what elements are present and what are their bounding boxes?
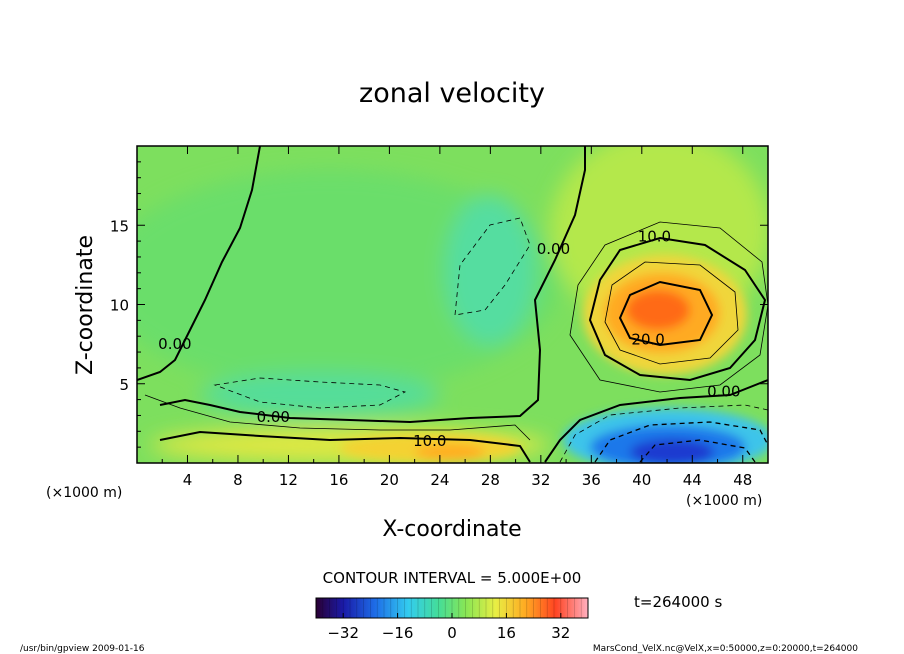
x-tick-label: 24 bbox=[430, 471, 449, 489]
contour-neg-surface-outer bbox=[559, 404, 768, 463]
heatmap-field bbox=[137, 146, 768, 463]
y-tick-label: 15 bbox=[110, 217, 129, 235]
contour-five-surface bbox=[144, 394, 531, 441]
x-axis: 4 8 12 16 20 24 28 32 36 40 44 48 bbox=[161, 146, 752, 489]
x-tick-label: 44 bbox=[683, 471, 702, 489]
contour-zero-right bbox=[544, 379, 768, 463]
y-axis-label: Z-coordinate bbox=[73, 235, 98, 375]
field-jet-core bbox=[626, 290, 690, 330]
x-tick-label: 40 bbox=[632, 471, 651, 489]
contour-fifteen-jet bbox=[604, 261, 739, 365]
contour-label: 20.0 bbox=[631, 330, 664, 348]
contour-label: 0.00 bbox=[707, 383, 740, 401]
colorbar-tick-label: −16 bbox=[382, 624, 414, 642]
x-units-left: (×1000 m) bbox=[46, 485, 122, 501]
chart-title: zonal velocity bbox=[359, 78, 545, 109]
x-tick-label: 8 bbox=[233, 471, 243, 489]
x-tick-label: 28 bbox=[481, 471, 500, 489]
contour-neg-surface-core bbox=[639, 439, 756, 463]
colorbar-segments bbox=[315, 598, 589, 618]
contour-neg-layer bbox=[213, 377, 407, 409]
x-tick-label: 36 bbox=[582, 471, 601, 489]
contour-label: 10.0 bbox=[638, 227, 671, 245]
y-tick-label: 10 bbox=[110, 297, 129, 315]
contour-label: 10.0 bbox=[413, 432, 446, 450]
contour-label: 0.00 bbox=[257, 408, 290, 426]
contour-five-jet bbox=[569, 221, 768, 393]
x-tick-label: 20 bbox=[380, 471, 399, 489]
contour-label: 0.00 bbox=[158, 335, 191, 353]
contour-ten-surface bbox=[159, 430, 531, 463]
contour-neg-tongue bbox=[454, 217, 531, 316]
x-tick-label: 12 bbox=[279, 471, 298, 489]
field-neg-core bbox=[630, 439, 714, 463]
contour-twenty-jet bbox=[618, 280, 714, 347]
contour-zero-left bbox=[137, 146, 261, 381]
y-axis: 5 10 15 bbox=[110, 161, 768, 448]
field-cyan-tongue bbox=[445, 195, 535, 345]
time-label: t=264000 s bbox=[634, 593, 722, 611]
y-tick-label: 5 bbox=[119, 376, 129, 394]
x-axis-label: X-coordinate bbox=[382, 517, 521, 542]
field-cyan-layer bbox=[200, 373, 440, 417]
contour-zero-lower bbox=[159, 146, 586, 424]
field-surface-orange bbox=[415, 444, 485, 460]
contour-label: 0.00 bbox=[537, 240, 570, 258]
x-tick-label: 16 bbox=[329, 471, 348, 489]
colorbar-tick-label: −32 bbox=[327, 624, 359, 642]
colorbar-tick-label: 32 bbox=[551, 624, 570, 642]
colorbar-tick-label: 16 bbox=[497, 624, 516, 642]
x-tick-label: 4 bbox=[183, 471, 193, 489]
x-units-right: (×1000 m) bbox=[686, 493, 762, 509]
contour-interval: CONTOUR INTERVAL = 5.000E+00 bbox=[323, 569, 582, 587]
footer-right: MarsCond_VelX.nc@VelX,x=0:50000,z=0:2000… bbox=[593, 644, 858, 654]
contour-ten-jet bbox=[588, 236, 767, 382]
colorbar-ticks: −32 −16 0 16 32 bbox=[327, 613, 570, 642]
x-tick-label: 32 bbox=[531, 471, 550, 489]
footer-left: /usr/bin/gpview 2009-01-16 bbox=[20, 644, 145, 654]
x-tick-label: 48 bbox=[733, 471, 752, 489]
contour-neg-surface-inner bbox=[594, 421, 768, 463]
contour-labels: 0.00 0.00 0.00 0.00 10.0 10.0 20.0 bbox=[158, 227, 740, 450]
colorbar-tick-label: 0 bbox=[447, 624, 457, 642]
